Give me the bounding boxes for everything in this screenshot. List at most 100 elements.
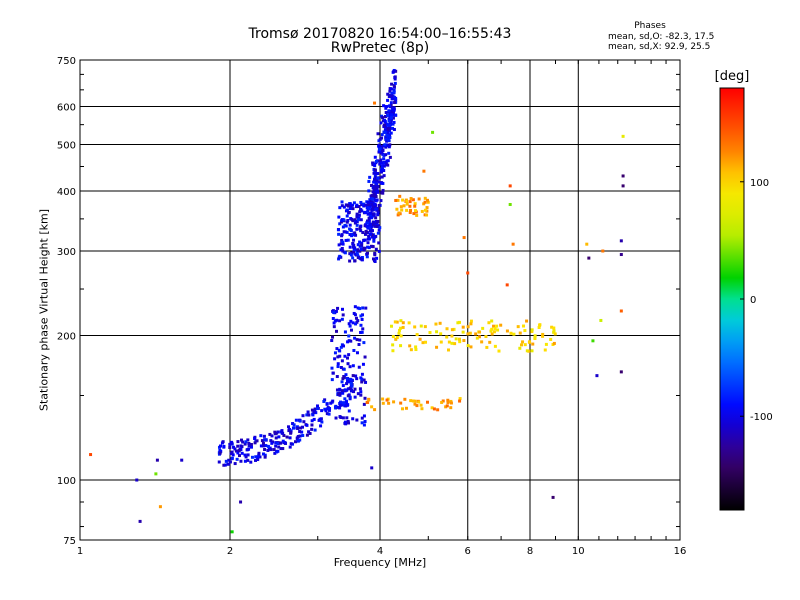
data-point	[359, 200, 363, 204]
data-point	[379, 199, 383, 203]
data-point	[351, 245, 355, 249]
data-point	[449, 399, 453, 403]
data-point	[138, 519, 142, 523]
data-point	[525, 349, 529, 353]
data-point	[336, 362, 340, 366]
data-point	[373, 171, 377, 175]
data-point	[330, 339, 334, 343]
data-point	[399, 205, 403, 209]
colorbar-tick-label: 100	[750, 178, 769, 189]
data-point	[356, 243, 360, 247]
data-point	[275, 431, 279, 435]
data-point	[381, 167, 385, 171]
x-axis-label: Frequency [MHz]	[333, 556, 427, 569]
data-point	[423, 325, 427, 329]
data-point	[291, 422, 295, 426]
data-point	[372, 180, 376, 184]
data-point	[355, 215, 359, 219]
data-point	[492, 324, 496, 328]
data-point	[355, 377, 359, 381]
data-point	[489, 329, 493, 333]
data-point	[306, 410, 310, 414]
data-point	[349, 228, 353, 232]
data-point	[340, 246, 344, 250]
data-point	[354, 374, 358, 378]
data-point	[263, 438, 267, 442]
data-point	[243, 442, 247, 446]
data-point	[364, 380, 368, 384]
x-tick-label: 16	[674, 546, 687, 557]
data-point	[396, 213, 400, 217]
data-point	[362, 378, 366, 382]
data-point	[347, 353, 351, 357]
data-point	[378, 226, 382, 230]
data-point	[399, 344, 403, 348]
data-point	[387, 104, 391, 108]
data-point	[285, 435, 289, 439]
data-point	[354, 322, 358, 326]
data-point	[266, 448, 270, 452]
data-point	[392, 120, 396, 124]
data-point	[353, 395, 357, 399]
data-point	[382, 104, 386, 108]
data-point	[382, 123, 386, 127]
data-point	[447, 348, 451, 352]
chart-subtitle: RwPretec (8p)	[330, 40, 430, 56]
data-point	[331, 317, 335, 321]
data-point	[380, 151, 384, 155]
data-point	[254, 455, 258, 459]
data-point	[378, 159, 382, 163]
data-point	[411, 399, 415, 403]
data-point	[388, 127, 392, 131]
data-point	[386, 98, 390, 102]
data-point	[360, 421, 364, 425]
data-point	[399, 326, 403, 330]
data-point	[423, 196, 427, 200]
data-point	[386, 113, 390, 117]
data-point	[395, 320, 399, 324]
data-point	[353, 231, 357, 235]
data-point	[332, 311, 336, 315]
data-point	[373, 235, 377, 239]
data-point	[253, 441, 257, 445]
data-point	[325, 412, 329, 416]
data-point	[401, 198, 405, 202]
data-point	[376, 213, 380, 217]
data-point	[505, 283, 509, 287]
data-point	[528, 340, 532, 344]
data-point	[387, 95, 391, 99]
data-point	[383, 143, 387, 147]
data-point	[374, 207, 378, 211]
data-point	[234, 449, 238, 453]
data-point	[409, 348, 413, 352]
data-point	[413, 399, 417, 403]
data-point	[339, 345, 343, 349]
data-point	[370, 223, 374, 227]
data-point	[377, 150, 381, 154]
data-point	[381, 397, 385, 401]
data-point	[346, 238, 350, 242]
data-point	[279, 447, 283, 451]
data-point	[370, 235, 374, 239]
data-point	[384, 145, 388, 149]
data-point	[412, 212, 416, 216]
data-point	[370, 216, 374, 220]
colorbar-label: [deg]	[714, 69, 750, 84]
data-point	[348, 223, 352, 227]
data-point	[385, 122, 389, 126]
data-point	[394, 113, 398, 117]
data-point	[353, 218, 357, 222]
y-tick-label: 100	[57, 476, 76, 487]
data-point	[352, 348, 356, 352]
data-point	[350, 384, 354, 388]
data-point	[389, 116, 393, 120]
data-point	[230, 456, 234, 460]
data-point	[310, 427, 314, 431]
data-point	[390, 97, 394, 101]
data-point	[390, 113, 394, 117]
data-point	[346, 219, 350, 223]
data-point	[382, 164, 386, 168]
data-point	[269, 439, 273, 443]
data-point	[382, 153, 386, 157]
data-point	[351, 364, 355, 368]
